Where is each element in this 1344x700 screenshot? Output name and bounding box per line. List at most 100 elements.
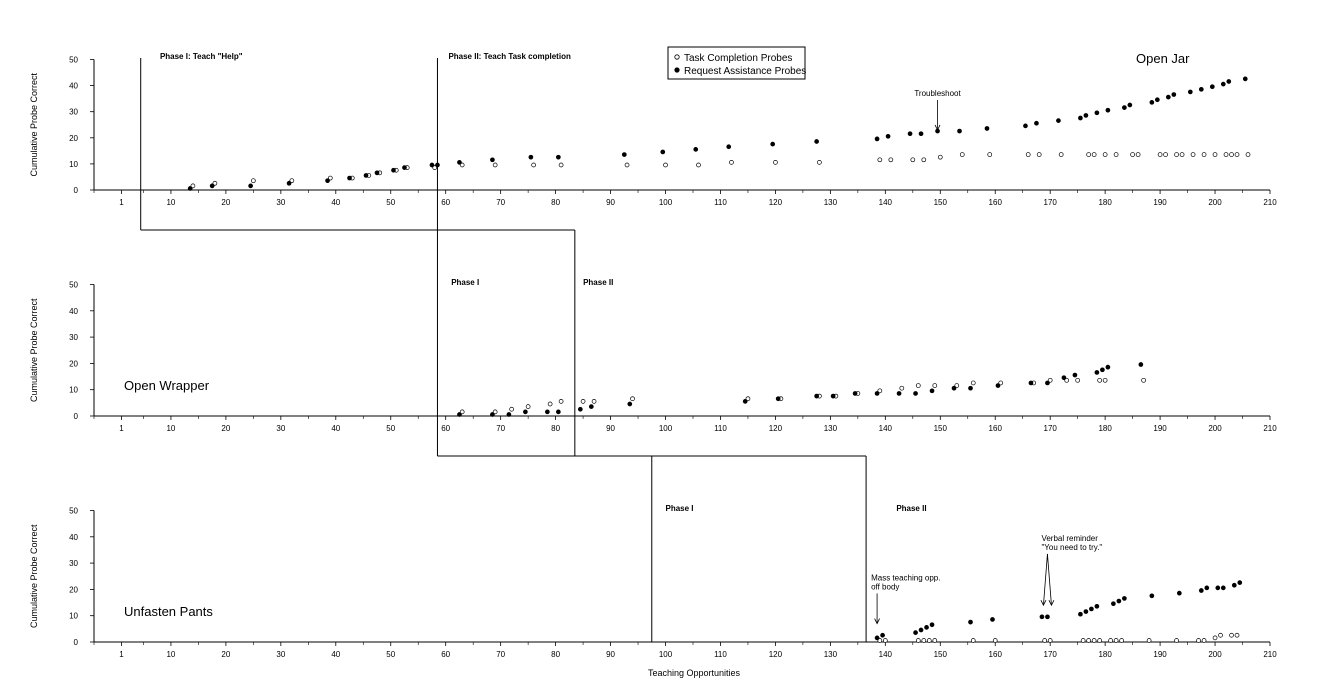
data-point: [391, 167, 396, 173]
data-point: [877, 157, 883, 163]
data-point: [907, 131, 913, 137]
x-tick-label: 30: [276, 424, 285, 433]
data-point: [1086, 152, 1092, 157]
data-point: [1083, 609, 1089, 614]
data-point: [621, 152, 627, 157]
data-point: [1215, 585, 1221, 591]
x-tick-label: 110: [714, 424, 727, 433]
y-tick-label: 30: [69, 108, 78, 117]
data-point: [492, 162, 498, 168]
data-point: [1113, 638, 1119, 643]
data-point: [190, 183, 196, 189]
data-point: [995, 383, 1001, 388]
data-point: [1163, 152, 1168, 157]
data-point: [1116, 598, 1122, 604]
x-tick-label: 70: [496, 424, 505, 433]
data-point: [347, 175, 352, 181]
data-point: [1174, 638, 1179, 643]
data-point: [1089, 606, 1094, 612]
x-tick-label: 50: [386, 424, 395, 433]
data-point: [556, 409, 561, 415]
data-point: [814, 139, 819, 144]
data-point: [1122, 596, 1127, 601]
data-point: [1212, 635, 1218, 641]
annotation-text: "You need to try.": [1041, 543, 1102, 552]
phase-change-lines: [140, 58, 867, 642]
y-tick-label: 40: [69, 82, 78, 91]
data-point: [1108, 638, 1113, 643]
data-point: [1034, 120, 1039, 126]
data-point: [1245, 152, 1251, 157]
data-point: [531, 162, 536, 168]
x-tick-label: 210: [1263, 424, 1277, 433]
phase-label: Phase I: Teach "Help": [160, 52, 243, 61]
data-point: [545, 409, 550, 415]
data-point: [1025, 152, 1031, 157]
data-point: [921, 157, 927, 163]
data-point: [951, 385, 957, 391]
data-point: [932, 383, 938, 388]
data-point: [929, 622, 935, 628]
legend-box: [667, 46, 806, 80]
annotation-text: Troubleshoot: [914, 89, 961, 98]
data-point: [874, 391, 880, 396]
data-point: [1036, 152, 1042, 157]
data-point: [580, 399, 586, 404]
data-point: [1174, 152, 1179, 157]
annotation-arrow: [1047, 553, 1052, 606]
data-point: [374, 170, 380, 176]
data-point: [1218, 632, 1223, 638]
data-point: [932, 638, 938, 643]
data-point: [556, 154, 561, 160]
data-point: [1080, 638, 1086, 643]
y-tick-label: 10: [69, 160, 78, 169]
data-point: [1198, 86, 1204, 92]
x-tick-label: 150: [934, 650, 948, 659]
data-point: [814, 393, 819, 399]
x-tick-label: 10: [166, 424, 175, 433]
data-point: [775, 396, 781, 402]
x-tick-label: 120: [769, 198, 783, 207]
data-point: [286, 180, 292, 186]
data-point: [1234, 152, 1240, 157]
x-tick-label: 20: [221, 198, 230, 207]
y-tick-label: 0: [74, 186, 79, 195]
data-point: [1113, 152, 1119, 157]
x-tick-label: 140: [879, 198, 893, 207]
data-point: [1231, 582, 1237, 588]
data-point: [1204, 585, 1210, 591]
panel-name: Unfasten Pants: [124, 604, 213, 619]
x-tick-label: 200: [1208, 424, 1222, 433]
data-point: [558, 399, 564, 404]
x-tick-label: 40: [331, 198, 340, 207]
data-point: [1100, 367, 1105, 373]
data-point: [289, 178, 295, 184]
data-point: [187, 186, 193, 191]
y-tick-label: 10: [69, 386, 78, 395]
x-tick-label: 100: [659, 424, 673, 433]
data-point: [1220, 81, 1226, 87]
data-point: [363, 173, 369, 178]
y-tick-label: 10: [69, 612, 78, 621]
panel-name: Open Wrapper: [124, 378, 210, 393]
data-point: [1154, 97, 1160, 103]
data-point: [990, 617, 995, 622]
phase-label: Phase II: [583, 278, 613, 287]
x-tick-label: 190: [1153, 424, 1167, 433]
data-point: [1229, 152, 1234, 157]
data-point: [874, 136, 880, 142]
phase-label: Phase I: [666, 504, 694, 513]
data-point: [577, 406, 583, 412]
x-tick-label: 60: [441, 650, 450, 659]
data-point: [1201, 638, 1207, 643]
data-point: [1209, 84, 1215, 90]
data-point: [817, 160, 822, 165]
data-point: [1212, 152, 1218, 157]
data-point: [1201, 152, 1207, 157]
x-tick-label: 1: [119, 424, 124, 433]
data-point: [1111, 601, 1116, 607]
x-tick-label: 180: [1098, 424, 1112, 433]
data-point: [1146, 638, 1152, 643]
data-point: [212, 180, 218, 186]
data-point: [896, 391, 902, 396]
